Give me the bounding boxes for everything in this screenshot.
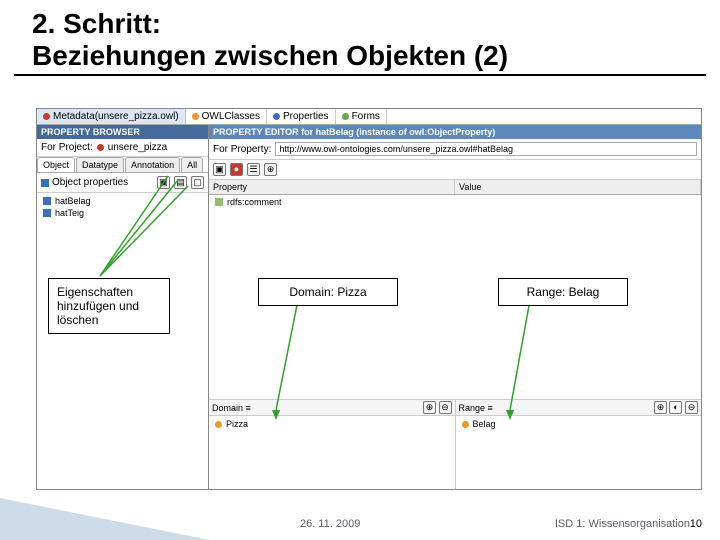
subtab-object[interactable]: Object	[37, 157, 75, 172]
domain-panel: Domain ≡ ⊕ ⊖ Pizza	[209, 400, 456, 489]
for-project-label: For Project:	[41, 142, 93, 153]
tab-label: Metadata(unsere_pizza.owl)	[53, 111, 179, 122]
slide-title: 2. Schritt: Beziehungen zwischen Objekte…	[14, 0, 706, 76]
tab-forms[interactable]: Forms	[336, 109, 387, 124]
comment-label: rdfs:comment	[227, 197, 282, 207]
range-value: Belag	[473, 419, 496, 429]
project-name: unsere_pizza	[108, 142, 167, 153]
editor-header: PROPERTY EDITOR for hatBelag (instance o…	[209, 125, 701, 139]
item-label: hatBelag	[55, 196, 91, 206]
editor-toolbar: ▣ ● ☰ ⊕	[209, 160, 701, 180]
square-icon	[43, 197, 51, 205]
main-tabs: Metadata(unsere_pizza.owl) OWLClasses Pr…	[37, 109, 701, 125]
arrow-icon	[90, 168, 200, 280]
square-icon	[215, 198, 223, 206]
tab-label: OWLClasses	[202, 111, 260, 122]
callout-left: Eigenschaften hinzufügen und löschen	[48, 278, 170, 334]
tool-icon[interactable]: ☰	[247, 163, 260, 176]
domain-title: Domain ≡	[212, 403, 251, 413]
title-line2: Beziehungen zwischen Objekten (2)	[32, 40, 688, 72]
add-class-icon[interactable]: ⊕	[423, 401, 436, 414]
tool-icon[interactable]: ⊕	[264, 163, 277, 176]
for-property-label: For Property:	[213, 144, 271, 155]
remove-class-icon[interactable]: ⊖	[439, 401, 452, 414]
tab-label: Properties	[283, 111, 329, 122]
tab-owlclasses[interactable]: OWLClasses	[186, 109, 267, 124]
range-panel: Range ≡ ⊕ ◐ ⊖ Belag	[456, 400, 702, 489]
uri-field[interactable]: http://www.owl-ontologies.com/unsere_piz…	[275, 142, 697, 156]
callout-text: Eigenschaften hinzufügen und löschen	[57, 285, 139, 327]
square-icon	[41, 179, 49, 187]
footer-course: ISD 1: Wissensorganisation	[555, 518, 690, 530]
callout-text: Range: Belag	[527, 285, 600, 299]
footer: 26. 11. 2009 ISD 1: Wissensorganisation	[0, 518, 720, 530]
page-number: 10	[690, 518, 702, 530]
arrow-icon	[500, 300, 540, 420]
for-project-row: For Project: unsere_pizza	[37, 139, 208, 157]
tab-metadata[interactable]: Metadata(unsere_pizza.owl)	[37, 109, 186, 124]
callout-text: Domain: Pizza	[289, 285, 366, 299]
dot-icon	[192, 113, 199, 120]
domain-item[interactable]: Pizza	[213, 418, 451, 430]
dot-icon	[215, 421, 222, 428]
browser-header: PROPERTY BROWSER	[37, 125, 208, 139]
title-line1: 2. Schritt:	[32, 8, 688, 40]
annotation-row[interactable]: rdfs:comment	[209, 195, 701, 209]
dot-icon	[43, 113, 50, 120]
square-icon	[43, 209, 51, 217]
arrow-icon	[270, 300, 310, 420]
dot-icon	[462, 421, 469, 428]
item-label: hatTeig	[55, 208, 84, 218]
footer-date: 26. 11. 2009	[300, 518, 360, 530]
dot-icon	[97, 144, 104, 151]
dot-icon	[273, 113, 280, 120]
callout-range: Range: Belag	[498, 278, 628, 306]
remove-class-icon[interactable]: ⊖	[685, 401, 698, 414]
annotation-grid-header: Property Value	[209, 180, 701, 195]
dot-icon	[342, 113, 349, 120]
tab-label: Forms	[352, 111, 380, 122]
col-property: Property	[209, 180, 455, 194]
domain-value: Pizza	[226, 419, 248, 429]
add-expr-icon[interactable]: ◐	[669, 401, 682, 414]
add-class-icon[interactable]: ⊕	[654, 401, 667, 414]
for-property-row: For Property: http://www.owl-ontologies.…	[209, 139, 701, 160]
tool-icon[interactable]: ●	[230, 163, 243, 176]
range-item[interactable]: Belag	[460, 418, 698, 430]
tab-properties[interactable]: Properties	[267, 109, 336, 124]
tool-icon[interactable]: ▣	[213, 163, 226, 176]
range-title: Range ≡	[459, 403, 493, 413]
col-value: Value	[455, 180, 701, 194]
callout-domain: Domain: Pizza	[258, 278, 398, 306]
